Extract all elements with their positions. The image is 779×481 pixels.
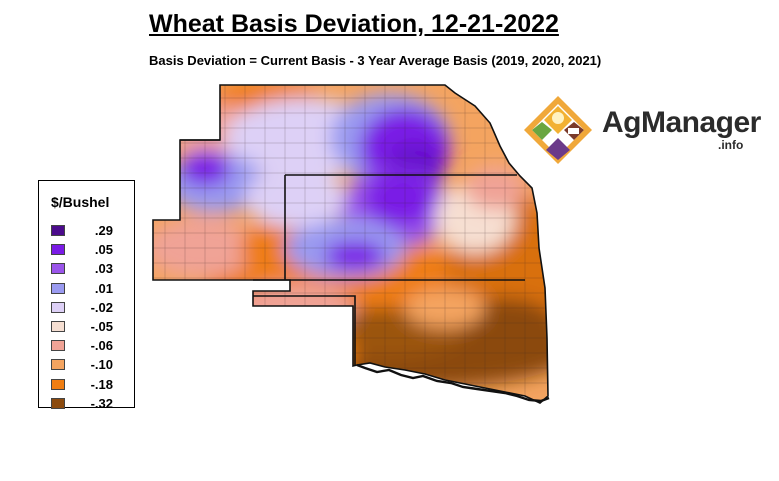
legend-swatch	[51, 282, 65, 294]
legend-title: $/Bushel	[51, 194, 110, 210]
legend-item: .29	[51, 221, 113, 240]
legend-label: -.06	[90, 338, 113, 354]
legend-item: -.02	[51, 298, 113, 317]
map-subtitle: Basis Deviation = Current Basis - 3 Year…	[149, 53, 602, 68]
red-river	[356, 363, 550, 403]
map-title: Wheat Basis Deviation, 12-21-2022	[149, 10, 559, 38]
legend-item: -.18	[51, 375, 113, 394]
legend-label: .03	[94, 261, 113, 277]
legend-swatch	[51, 340, 65, 352]
legend-label: -.18	[90, 376, 113, 392]
legend-swatch	[51, 321, 65, 333]
legend-swatch	[51, 301, 65, 313]
logo-wordmark: AgManager	[602, 106, 761, 139]
legend-swatch	[51, 244, 65, 256]
legend-item: .01	[51, 279, 113, 298]
legend-swatch	[51, 378, 65, 390]
legend-label: -.32	[90, 395, 113, 411]
legend-item: .03	[51, 259, 113, 278]
legend-label: .01	[94, 280, 113, 296]
state-borders	[152, 84, 549, 404]
logo-suffix: .info	[718, 138, 744, 152]
legend-swatch	[51, 263, 65, 275]
legend: $/Bushel .29 .05 .03 .01 -.02 -.05 -.06 -.10 -.1…	[38, 180, 135, 411]
legend-label: -.02	[90, 299, 113, 315]
basis-surface	[153, 85, 548, 403]
legend-item: -.32	[51, 394, 113, 413]
legend-label: -.10	[90, 357, 113, 373]
legend-label: .05	[94, 242, 113, 258]
basis-map-svg	[152, 84, 550, 404]
basis-map	[145, 78, 550, 408]
legend-item: .05	[51, 240, 113, 259]
agmanager-logo: AgManager .info	[522, 94, 761, 166]
legend-item: -.05	[51, 317, 113, 336]
legend-item: -.06	[51, 336, 113, 355]
legend-items: .29 .05 .03 .01 -.02 -.05 -.06 -.10 -.18 -.32	[51, 221, 113, 413]
legend-swatch	[51, 359, 65, 371]
legend-swatch	[51, 225, 65, 237]
legend-label: .29	[94, 223, 113, 239]
legend-item: -.10	[51, 355, 113, 374]
legend-swatch	[51, 397, 65, 409]
legend-label: -.05	[90, 319, 113, 335]
agmanager-emblem-icon	[524, 96, 592, 164]
